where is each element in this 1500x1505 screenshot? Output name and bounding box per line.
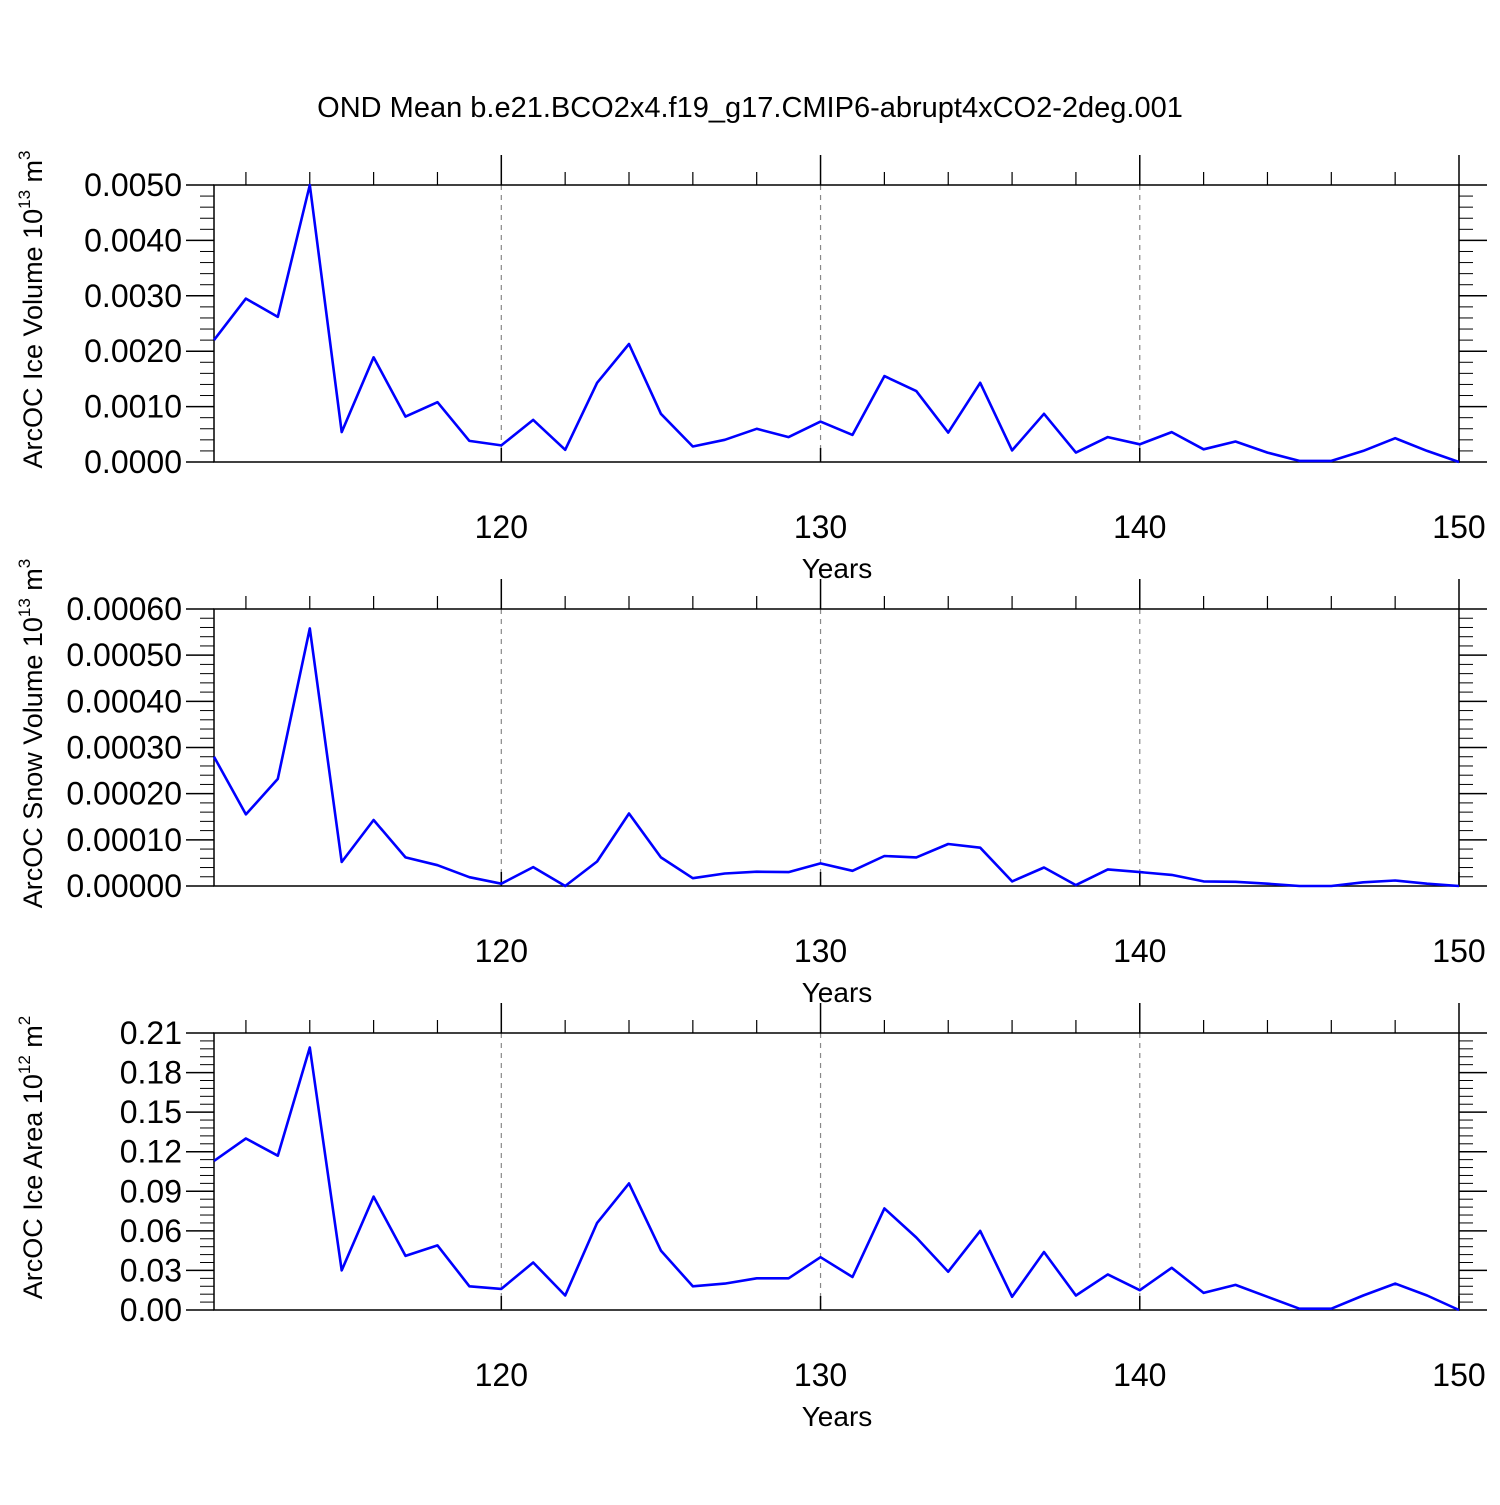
y-tick-label: 0.18: [120, 1055, 182, 1091]
x-tick-label: 150: [1432, 1357, 1485, 1393]
y-tick-label: 0.15: [120, 1094, 182, 1130]
plot-frame: [213, 608, 1460, 887]
y-tick-label: 0.00040: [66, 683, 182, 719]
series-line: [212, 183, 1460, 464]
plot-frame: [213, 1032, 1460, 1311]
series-line: [213, 1046, 1460, 1312]
y-tick-label: 0.0030: [84, 278, 182, 314]
y-tick-label: 0.00010: [66, 822, 182, 858]
y-tick-label: 0.00030: [66, 730, 182, 766]
y-tick-label: 0.0000: [84, 444, 182, 480]
x-tick-label: 150: [1432, 509, 1485, 545]
x-tick-label: 130: [794, 1357, 847, 1393]
y-tick-label: 0.0040: [84, 222, 182, 258]
x-tick-label: 150: [1432, 933, 1485, 969]
plot-frame: [213, 184, 1460, 463]
y-tick-label: 0.0050: [84, 167, 182, 203]
x-axis-label: Years: [802, 553, 873, 584]
x-tick-label: 140: [1113, 509, 1166, 545]
y-tick-label: 0.0010: [84, 389, 182, 425]
y-tick-label: 0.0020: [84, 333, 182, 369]
y-tick-label: 0.09: [120, 1173, 182, 1209]
x-axis-label: Years: [802, 1401, 873, 1432]
y-axis-label: ArcOC Ice Area 1012 m2: [15, 1016, 48, 1300]
x-tick-label: 140: [1113, 933, 1166, 969]
y-axis-label: ArcOC Snow Volume 1013 m3: [15, 559, 48, 909]
x-tick-label: 120: [475, 933, 528, 969]
y-tick-label: 0.00060: [66, 591, 182, 627]
y-tick-label: 0.06: [120, 1213, 182, 1249]
x-tick-label: 140: [1113, 1357, 1166, 1393]
x-tick-label: 130: [794, 933, 847, 969]
y-tick-label: 0.00020: [66, 776, 182, 812]
y-tick-label: 0.21: [120, 1015, 182, 1051]
panel-1: 0.0000 0.0010 0.0020 0.0030 0.0040 0.0050 120 1…: [15, 150, 1487, 584]
x-tick-label: 120: [475, 1357, 528, 1393]
chart-title: OND Mean b.e21.BCO2x4.f19_g17.CMIP6-abru…: [317, 92, 1183, 124]
y-tick-label: 0.00000: [66, 868, 182, 904]
panel-2: 0.00000 0.00010 0.00020 0.00030 0.00040 0.000…: [15, 559, 1487, 1008]
y-tick-label: 0.00: [120, 1292, 182, 1328]
x-axis-label: Years: [802, 977, 873, 1008]
y-tick-label: 0.03: [120, 1252, 182, 1288]
x-tick-label: 120: [475, 509, 528, 545]
x-tick-label: 130: [794, 509, 847, 545]
y-tick-label: 0.00050: [66, 637, 182, 673]
series-line: [212, 627, 1460, 888]
y-tick-label: 0.12: [120, 1134, 182, 1170]
panel-3: 0.00 0.030.06 0.090.12 0.150.18 0.21 120 130 14…: [15, 1003, 1487, 1432]
y-axis-label: ArcOC Ice Volume 1013 m3: [15, 150, 48, 468]
